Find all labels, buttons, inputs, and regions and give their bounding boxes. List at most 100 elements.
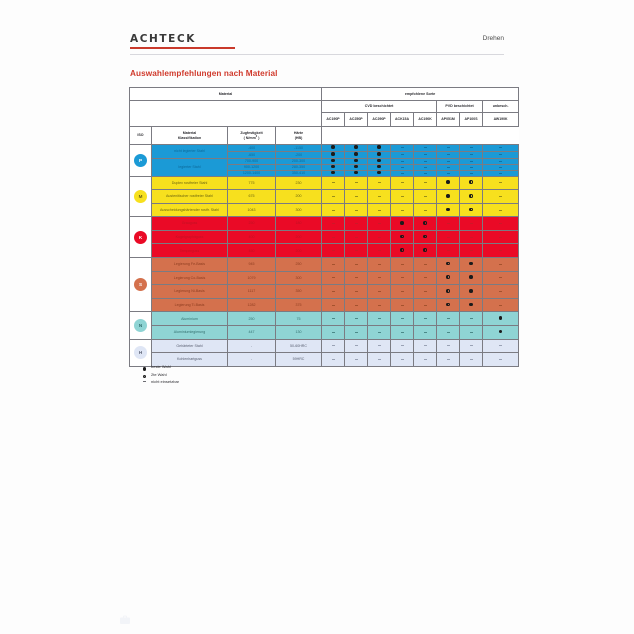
grade-cell-aw190k bbox=[482, 189, 520, 204]
mark-not-applicable bbox=[446, 160, 450, 162]
grade-cell-ac290p bbox=[367, 297, 392, 313]
mark-not-applicable bbox=[423, 291, 427, 292]
mark-not-applicable bbox=[354, 250, 358, 251]
page-header: ACHTECK Drehen bbox=[130, 33, 504, 55]
grade-cell-ac250p bbox=[344, 175, 369, 191]
header-grade-aw190k: AW190K bbox=[482, 112, 520, 127]
grade-cell-ac250p bbox=[344, 297, 369, 313]
mark-not-applicable bbox=[499, 291, 503, 292]
grade-cell-ac250p bbox=[344, 229, 369, 245]
mark-not-applicable bbox=[469, 160, 473, 162]
mark-not-applicable bbox=[354, 223, 358, 224]
tensile-strength-value: 675 bbox=[227, 189, 276, 204]
hardness-value: 375 bbox=[274, 297, 323, 313]
mark-not-applicable bbox=[423, 166, 427, 168]
header-divider bbox=[130, 54, 504, 55]
mark-not-applicable bbox=[446, 250, 450, 251]
material-classification: Kugelgraphitguss bbox=[151, 229, 228, 245]
grade-cell-aw190k bbox=[482, 229, 520, 245]
mark-not-applicable bbox=[354, 195, 358, 197]
grade-cell-aw190k bbox=[482, 352, 520, 367]
grade-cell-ac250p bbox=[344, 243, 369, 259]
mark-not-applicable bbox=[400, 277, 404, 279]
mark-best-choice bbox=[498, 316, 503, 320]
mark-not-applicable bbox=[499, 182, 503, 183]
mark-best-choice bbox=[377, 171, 381, 175]
mark-not-applicable bbox=[400, 359, 404, 360]
iso-badge: S bbox=[134, 278, 147, 292]
mark-not-applicable bbox=[400, 263, 404, 265]
iso-group-m: M bbox=[129, 175, 152, 218]
legend-symbol bbox=[138, 365, 151, 383]
grade-cell-ap100s bbox=[459, 243, 484, 259]
grade-cell-ac190k bbox=[413, 284, 438, 299]
mark-not-applicable bbox=[331, 291, 335, 292]
iso-group-s: S bbox=[129, 257, 152, 313]
mark-not-applicable bbox=[377, 345, 381, 347]
grade-cell-ac190p bbox=[321, 284, 346, 299]
mark-best-choice bbox=[354, 165, 358, 169]
grade-cell-ap051m bbox=[436, 352, 461, 367]
table-row: K Grauguss 250 180 bbox=[129, 216, 520, 259]
mark-second-choice bbox=[446, 289, 450, 293]
mark-not-applicable bbox=[446, 359, 450, 360]
mark-best-choice bbox=[446, 180, 450, 184]
grade-cell-ac190k bbox=[413, 243, 438, 259]
mark-not-applicable bbox=[377, 236, 381, 238]
grade-cell-ack15a bbox=[390, 352, 415, 367]
grade-cell-ap100s bbox=[459, 175, 484, 191]
grade-cell-ac290p bbox=[367, 229, 392, 245]
grade-cell-ac190k bbox=[413, 338, 438, 354]
mark-not-applicable bbox=[354, 359, 358, 360]
iso-badge: N bbox=[134, 319, 147, 333]
grade-cell-ac190p bbox=[321, 202, 346, 218]
mark-not-applicable bbox=[354, 331, 358, 333]
grade-cell-ack15a bbox=[390, 202, 415, 218]
grade-cell-ac290p bbox=[367, 150, 392, 159]
tensile-strength-value: - bbox=[227, 352, 276, 367]
mark-best-choice bbox=[331, 165, 335, 169]
mark-not-applicable bbox=[499, 345, 503, 347]
grade-cell-ap051m bbox=[436, 270, 461, 286]
mark-best-choice bbox=[331, 159, 335, 163]
mark-not-applicable bbox=[469, 147, 473, 149]
tensile-strength-value: - bbox=[227, 338, 276, 354]
grade-cell-ack15a bbox=[390, 189, 415, 204]
table-row: Temperguss 450 200 bbox=[130, 243, 520, 259]
grade-cell-ap100s bbox=[459, 216, 484, 231]
grade-cell-ac190p bbox=[321, 243, 346, 259]
table-row: S Legierung Fe-Basis 945 250 bbox=[129, 257, 520, 313]
grade-cell-ap100s bbox=[459, 352, 484, 367]
mark-not-applicable bbox=[469, 250, 473, 251]
mark-best-choice bbox=[446, 193, 450, 198]
mark-not-applicable bbox=[499, 172, 503, 174]
mark-not-applicable bbox=[377, 318, 381, 319]
mark-not-applicable bbox=[400, 209, 404, 211]
header-cvd-coated: CVD beschichtet bbox=[321, 100, 438, 113]
tensile-strength-value: 400 bbox=[227, 229, 276, 245]
mark-not-applicable bbox=[400, 304, 404, 306]
mark-not-applicable bbox=[423, 147, 427, 149]
grade-cell-ac190k bbox=[413, 352, 438, 367]
material-classification: Gehärteter Stahl bbox=[151, 338, 228, 354]
mark-not-applicable bbox=[331, 318, 335, 319]
header-hardness: Härte (HB) bbox=[274, 126, 323, 145]
mark-not-applicable bbox=[354, 263, 358, 265]
mark-second-choice bbox=[423, 234, 427, 239]
mark-best-choice bbox=[354, 152, 358, 156]
header-material-spacer bbox=[128, 100, 323, 127]
table-header: Material empfohlene Sorte CVD beschichte… bbox=[128, 87, 520, 145]
grade-cell-aw190k bbox=[482, 257, 520, 272]
selection-table: Material empfohlene Sorte CVD beschichte… bbox=[128, 87, 520, 367]
mark-best-choice bbox=[498, 329, 503, 334]
mark-not-applicable bbox=[446, 318, 450, 319]
grade-cell-ac290p bbox=[367, 144, 392, 152]
mark-best-choice bbox=[331, 171, 335, 175]
mark-not-applicable bbox=[354, 318, 358, 319]
grade-cell-ac190p bbox=[321, 150, 346, 159]
mark-not-applicable bbox=[331, 195, 335, 197]
mark-not-applicable bbox=[400, 182, 404, 183]
header-tensile-unit-end: ) bbox=[257, 136, 260, 141]
mark-not-applicable bbox=[499, 154, 503, 155]
